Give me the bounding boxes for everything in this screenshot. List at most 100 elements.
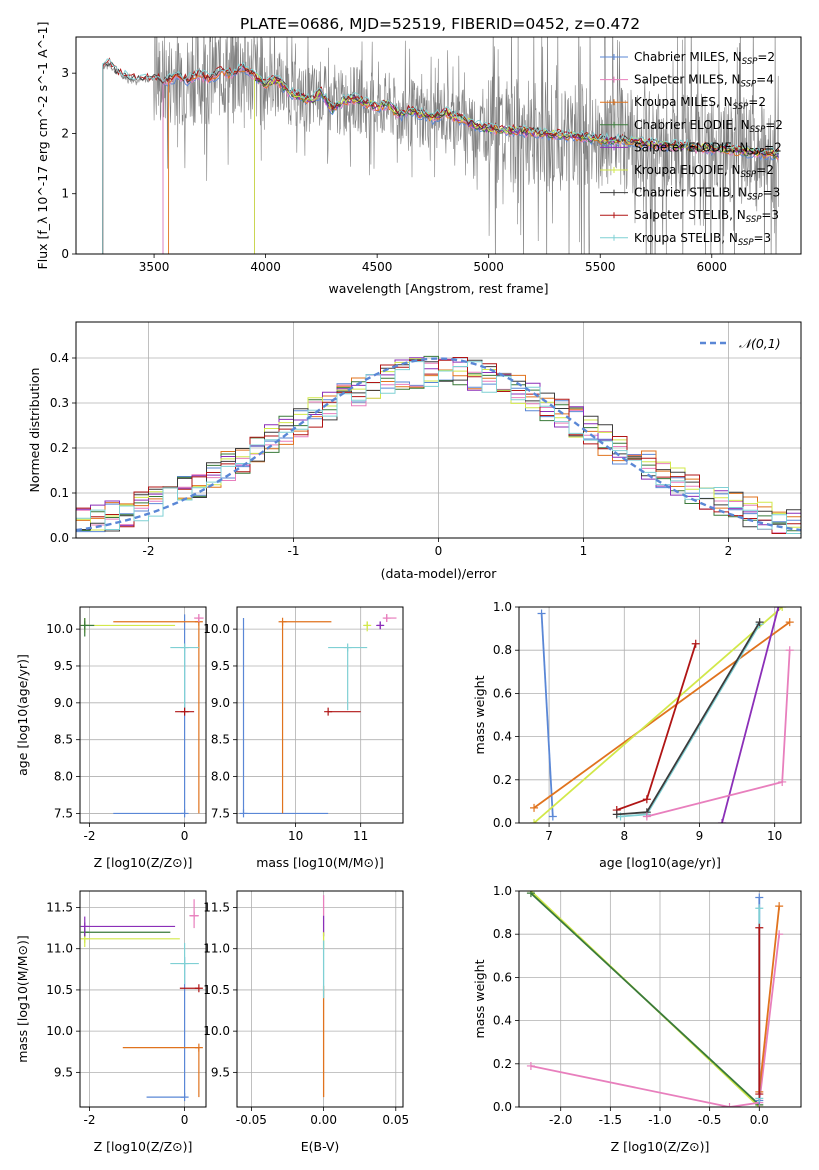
panel-massweight-vs-Z: -2.0 -1.5 -1.0 -0.5 0.0 0.0 0.2 0.4 0.6 0.8 1.0 Z [… xyxy=(472,884,802,1154)
tick-label-y: 11.5 xyxy=(203,900,230,914)
data-point xyxy=(548,812,557,821)
data-point xyxy=(80,922,89,931)
tick-label-y: 0 xyxy=(61,247,69,261)
legend-label-sub: SSP xyxy=(741,80,757,90)
data-point xyxy=(190,911,199,920)
tick-label-x: 0 xyxy=(181,829,189,843)
legend-label: Kroupa ELODIE, NSSP=2 xyxy=(634,163,774,180)
panel-age-vs-mass: 10 11 7.5 8.0 8.5 9.0 9.5 10.0 mass [log10(M/M⊙)… xyxy=(203,606,404,870)
tick-label-x: -2 xyxy=(84,1113,96,1127)
axes-frame xyxy=(236,606,404,824)
tick-label-y: 7.5 xyxy=(211,806,230,820)
data-point xyxy=(363,621,372,630)
tick-label-y: 10.0 xyxy=(46,1024,73,1038)
legend-label-end: =2 xyxy=(765,118,783,132)
tick-label-y: 0.8 xyxy=(493,643,512,657)
tick-label-y: 9.5 xyxy=(211,659,230,673)
tick-label-y: 0.2 xyxy=(50,441,69,455)
tick-label-y: 1.0 xyxy=(493,600,512,614)
legend-label: Chabrier ELODIE, NSSP=2 xyxy=(634,118,783,135)
tick-label-y: 9.0 xyxy=(211,696,230,710)
panel-mass-vs-Z: -2 0 9.5 10.0 10.5 11.0 11.5 Z [log10(Z/Z⊙)] mas… xyxy=(15,890,207,1154)
tick-label-x: 5000 xyxy=(473,260,504,274)
data-point xyxy=(537,609,546,618)
data-point xyxy=(180,707,189,716)
legend-label-sub: SSP xyxy=(741,170,757,180)
tick-label-y: 0.3 xyxy=(50,396,69,410)
tick-label-y: 0.1 xyxy=(50,486,69,500)
tick-label-x: 10 xyxy=(767,829,782,843)
x-axis-label: wavelength [Angstrom, rest frame] xyxy=(328,281,548,296)
legend-label-main: Chabrier MILES, N xyxy=(634,50,742,64)
tick-label-y: 8.5 xyxy=(54,733,73,747)
data-point xyxy=(642,795,651,804)
data-point xyxy=(194,984,203,993)
axes-frame xyxy=(518,606,802,824)
model-line xyxy=(76,57,780,254)
tick-label-y: 10.0 xyxy=(46,622,73,636)
legend-label: 𝒩(0,1) xyxy=(739,336,781,351)
data-point xyxy=(526,891,535,898)
tick-label-x: 11 xyxy=(353,829,368,843)
legend-label-sub: SSP xyxy=(747,193,763,203)
legend-label-main: Kroupa ELODIE, N xyxy=(634,163,741,177)
data-point xyxy=(718,819,727,823)
data-point xyxy=(194,1043,203,1052)
data-point xyxy=(755,904,764,913)
legend-label-end: =2 xyxy=(756,163,774,177)
data-point xyxy=(778,777,787,786)
tick-label-y: 11.0 xyxy=(203,942,230,956)
data-point xyxy=(774,607,783,611)
data-point xyxy=(180,643,189,652)
plot-area xyxy=(76,355,801,534)
plot-area xyxy=(239,614,397,818)
y-axis-label: mass [log10(M/M⊙)] xyxy=(15,935,30,1063)
tick-label-x: 3500 xyxy=(139,260,170,274)
plot-area xyxy=(526,891,784,1107)
data-point xyxy=(725,1103,734,1107)
tick-label-x: -2.0 xyxy=(549,1113,572,1127)
x-axis-label: E(B-V) xyxy=(301,1139,340,1154)
tick-label-y: 0.0 xyxy=(493,816,512,830)
legend-label-main: Chabrier STELIB, N xyxy=(634,186,747,200)
tick-label-y: 0.8 xyxy=(493,927,512,941)
data-point xyxy=(278,617,287,626)
tick-label-y: 9.5 xyxy=(54,659,73,673)
axes-frame xyxy=(79,606,207,824)
legend-label: Salpeter ELODIE, NSSP=2 xyxy=(634,140,782,157)
figure-title: PLATE=0686, MJD=52519, FIBERID=0452, z=0… xyxy=(240,15,640,33)
legend-label: Salpeter MILES, NSSP=4 xyxy=(634,73,774,90)
model-line xyxy=(76,58,779,254)
tick-label-y: 10.5 xyxy=(203,983,230,997)
weight-line xyxy=(530,892,760,1106)
data-point xyxy=(785,646,794,655)
data-point xyxy=(530,819,539,823)
legend-label: Chabrier MILES, NSSP=2 xyxy=(634,50,775,67)
data-point xyxy=(324,707,333,716)
x-axis-label: Z [log10(Z/Z⊙)] xyxy=(611,1139,710,1154)
panel-spectrum: 3500 4000 4500 5000 5500 6000 0 1 2 3 Chabrier MIL… xyxy=(35,22,802,296)
data-point xyxy=(785,618,794,627)
model-line xyxy=(76,67,778,254)
legend-label-end: =4 xyxy=(756,73,774,87)
legend-label-main: Salpeter MILES, N xyxy=(634,73,741,87)
tick-label-y: 7.5 xyxy=(54,806,73,820)
weight-line xyxy=(620,623,761,818)
tick-label-x: 10 xyxy=(288,829,303,843)
tick-label-x: 4500 xyxy=(362,260,393,274)
tick-label-y: 8.5 xyxy=(211,733,230,747)
legend-label-main: Kroupa STELIB, N xyxy=(634,231,738,245)
y-axis-label: mass weight xyxy=(472,675,487,754)
tick-label-y: 9.5 xyxy=(211,1065,230,1079)
panel-age-vs-Z: -2 0 7.5 8.0 8.5 9.0 9.5 10.0 Z [log10(Z/Z⊙)] age… xyxy=(15,606,207,870)
legend-label-end: =2 xyxy=(748,95,766,109)
legend-label-main: Salpeter STELIB, N xyxy=(634,208,746,222)
tick-label-y: 10.0 xyxy=(203,1024,230,1038)
tick-label-y: 8.0 xyxy=(211,770,230,784)
tick-label-y: 11.5 xyxy=(46,900,73,914)
axes-frame xyxy=(236,890,404,1108)
tick-label-x: 2 xyxy=(725,544,733,558)
tick-label-x: 1 xyxy=(580,544,588,558)
